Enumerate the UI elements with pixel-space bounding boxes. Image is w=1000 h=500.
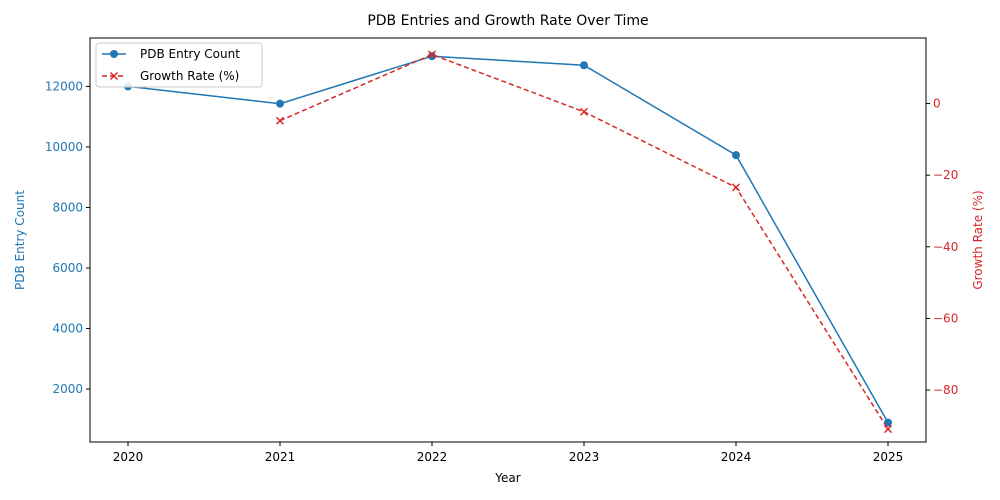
left-y-tick-label: 2000 (52, 382, 83, 396)
data-point-growth-rate (731, 183, 741, 192)
right-y-tick-label: 0 (933, 97, 941, 111)
legend-label-entry-count: PDB Entry Count (140, 47, 240, 61)
data-point-entry-count (580, 61, 588, 70)
right-y-axis: 0 −20 −40 −60 −80 (926, 97, 958, 397)
right-y-tick-label: −20 (933, 168, 958, 182)
left-y-axis: 2000 4000 6000 8000 10000 12000 (45, 79, 90, 396)
data-point-growth-rate (883, 425, 893, 434)
x-tick-label: 2022 (417, 450, 448, 464)
data-point-entry-count (276, 99, 284, 108)
data-point-entry-count (428, 52, 436, 61)
x-tick-label: 2021 (265, 450, 296, 464)
x-axis-label: Year (494, 471, 520, 485)
series-layer (124, 50, 893, 434)
left-y-tick-label: 8000 (52, 200, 83, 214)
data-point-growth-rate (275, 116, 285, 125)
left-y-tick-label: 6000 (52, 261, 83, 275)
right-y-tick-label: −40 (933, 240, 958, 254)
data-point-entry-count (732, 151, 740, 160)
series-line-growth-rate (279, 53, 889, 430)
legend-label-growth-rate: Growth Rate (%) (140, 69, 239, 83)
left-y-axis-label: PDB Entry Count (13, 190, 27, 290)
left-y-tick-label: 4000 (52, 322, 83, 336)
legend-box (95, 42, 263, 88)
plot-frame (89, 37, 927, 443)
right-y-tick-label: −60 (933, 311, 958, 325)
legend-marker-entry-count (110, 50, 118, 58)
x-tick-label: 2020 (113, 450, 144, 464)
legend: PDB Entry Count Growth Rate (%) (95, 42, 263, 88)
left-y-tick-label: 10000 (45, 140, 83, 154)
series-line-entry-count (127, 55, 889, 423)
legend-marker-growth-rate (109, 71, 119, 81)
x-tick-label: 2024 (721, 450, 752, 464)
x-tick-label: 2025 (873, 450, 904, 464)
data-point-growth-rate (579, 107, 589, 116)
right-y-tick-label: −80 (933, 383, 958, 397)
data-point-growth-rate (427, 50, 437, 59)
chart-title: PDB Entries and Growth Rate Over Time (367, 13, 648, 29)
right-y-axis-label: Growth Rate (%) (971, 190, 985, 289)
x-axis: 2020 2021 2022 2023 2024 2025 (113, 442, 904, 464)
x-tick-label: 2023 (569, 450, 600, 464)
left-y-tick-label: 12000 (45, 79, 83, 93)
